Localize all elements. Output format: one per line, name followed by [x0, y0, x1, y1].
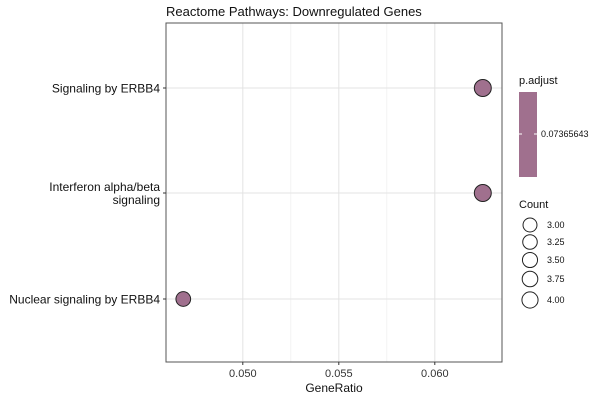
y-axis: Signaling by ERBB4 Interferon alpha/betas…	[9, 82, 166, 307]
size-legend-label: 3.25	[547, 237, 565, 247]
color-legend-bar	[519, 92, 537, 177]
size-legend-key	[521, 251, 539, 269]
x-tick-label: 0.060	[421, 368, 449, 380]
size-legend-key	[521, 270, 539, 288]
x-axis-label: GeneRatio	[305, 381, 363, 395]
color-legend-title: p.adjust	[519, 75, 558, 87]
size-legend-label: 3.50	[547, 255, 565, 265]
chart-title: Reactome Pathways: Downregulated Genes	[166, 4, 422, 19]
size-legend-label: 3.00	[547, 220, 565, 230]
y-tick-label: Nuclear signaling by ERBB4	[9, 293, 160, 307]
size-legend-key	[522, 217, 538, 233]
size-legend-label: 4.00	[547, 295, 565, 305]
data-point	[175, 291, 192, 307]
data-point	[473, 184, 492, 202]
x-tick-label: 0.055	[325, 368, 353, 380]
color-legend-label: 0.07365643	[541, 129, 589, 139]
x-tick-label: 0.050	[229, 368, 257, 380]
size-legend-key	[522, 234, 538, 250]
data-point	[473, 79, 492, 97]
x-axis: 0.050 0.055 0.060	[229, 362, 449, 380]
size-legend-label: 3.75	[547, 274, 565, 284]
color-legend: p.adjust 0.07365643	[519, 75, 589, 177]
y-tick-label: Interferon alpha/beta	[49, 180, 160, 194]
plot-panel	[165, 22, 503, 363]
size-legend-key	[521, 291, 539, 309]
y-tick-label: Signaling by ERBB4	[52, 82, 160, 96]
size-legend-title: Count	[519, 199, 548, 211]
y-tick-label: signaling	[113, 193, 160, 207]
size-legend: Count 3.00 3.25 3.50 3.75 4.00	[519, 199, 565, 309]
